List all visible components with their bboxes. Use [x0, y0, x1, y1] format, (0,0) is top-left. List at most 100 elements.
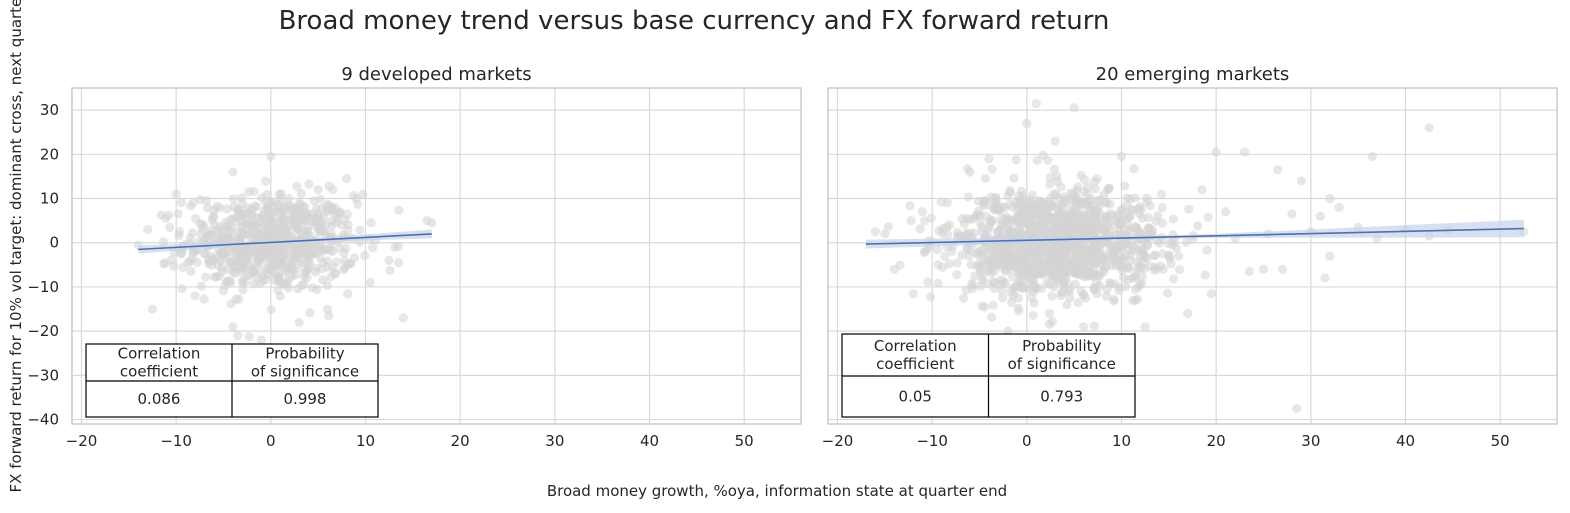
scatter-point [1018, 190, 1028, 201]
scatter-point [237, 278, 248, 288]
scatter-point [977, 301, 987, 311]
scatter-point [908, 288, 918, 299]
scatter-point [1292, 403, 1302, 414]
panel-emerging-markets: −20 −10 0 10 20 30 40 50 20 emerging markets Corr… [822, 64, 1558, 450]
scatter-point [1203, 212, 1213, 222]
scatter-point [1080, 227, 1090, 238]
scatter-point [1128, 205, 1138, 215]
scatter-point [1334, 202, 1344, 212]
scatter-point [190, 291, 200, 301]
scatter-point [323, 304, 333, 314]
scatter-point [283, 264, 293, 274]
scatter-point [1138, 245, 1148, 255]
scatter-point [1125, 255, 1135, 265]
scatter-point [1031, 98, 1041, 109]
stats-table-header: Probability [1022, 337, 1101, 355]
scatter-point [159, 259, 169, 269]
panel-title: 9 developed markets [341, 64, 531, 85]
scatter-point [940, 251, 950, 261]
y-tick-label: −40 [27, 411, 59, 429]
scatter-point [394, 258, 404, 268]
scatter-point [917, 207, 928, 217]
scatter-point [976, 219, 986, 229]
x-tick-label: 20 [1207, 432, 1226, 450]
scatter-point [351, 193, 361, 204]
stats-table-value: 0.086 [138, 390, 181, 408]
scatter-point [1066, 221, 1076, 231]
scatter-point [1174, 251, 1184, 261]
scatter-point [266, 304, 276, 315]
scatter-point [1089, 283, 1099, 293]
scatter-point [1153, 211, 1163, 221]
scatter-point [1090, 184, 1100, 194]
scatter-point [186, 266, 196, 277]
scatter-point [314, 211, 324, 222]
scatter-point [304, 230, 314, 240]
scatter-point [1024, 268, 1034, 278]
scatter-point [1168, 274, 1179, 284]
scatter-point [1320, 273, 1330, 283]
scatter-point [366, 217, 376, 228]
scatter-point [1079, 322, 1089, 332]
scatter-point [969, 271, 980, 281]
scatter-point [1089, 242, 1099, 253]
scatter-point [340, 263, 350, 273]
scatter-point [1092, 174, 1103, 184]
scatter-point [1277, 264, 1288, 274]
scatter-point [1211, 147, 1221, 157]
scatter-point [266, 151, 276, 162]
scatter-point [1058, 287, 1068, 297]
scatter-point [1050, 216, 1060, 226]
scatter-point [938, 228, 948, 239]
scatter-point [1102, 198, 1112, 208]
scatter-point [1037, 211, 1047, 221]
stats-table-value: 0.793 [1040, 388, 1083, 406]
scatter-point [292, 218, 303, 228]
scatter-point [1124, 212, 1135, 223]
scatter-point [993, 227, 1003, 237]
scatter-point [1129, 164, 1139, 174]
y-tick-label: 30 [40, 101, 59, 119]
scatter-point [1062, 300, 1072, 310]
scatter-point [996, 248, 1006, 258]
scatter-point [358, 189, 368, 200]
stats-table-header: of significance [251, 363, 359, 381]
scatter-point [906, 216, 916, 226]
scatter-point [199, 221, 209, 231]
scatter-point [1071, 202, 1081, 212]
scatter-point [272, 249, 282, 259]
scatter-point [958, 293, 969, 303]
scatter-point [262, 189, 272, 200]
panel-developed-markets: −20 −10 0 10 20 30 40 50 −40 −30 −20 −10 0 10 20 30 9 de… [27, 64, 802, 450]
scatter-point [1110, 245, 1120, 255]
scatter-point [1089, 321, 1100, 331]
scatter-point [925, 292, 936, 302]
y-axis-label: FX forward return for 10% vol target: do… [7, 0, 25, 492]
scatter-point [1042, 277, 1052, 287]
scatter-point [1029, 298, 1039, 308]
scatter-point [328, 185, 338, 195]
scatter-point [263, 251, 273, 262]
scatter-point [195, 194, 205, 205]
scatter-point [158, 237, 169, 247]
scatter-point [196, 281, 207, 291]
scatter-point [267, 266, 278, 277]
scatter-point [274, 189, 284, 199]
scatter-point [1044, 227, 1055, 237]
scatter-point [225, 276, 235, 286]
stats-table-header: Correlation [118, 345, 201, 363]
axes-frame [827, 87, 1558, 425]
scatter-point [258, 270, 269, 280]
scatter-point [1028, 310, 1038, 320]
scatter-point [296, 188, 306, 199]
scatter-point [1073, 298, 1083, 308]
scatter-point [1102, 214, 1112, 224]
scatter-point [1142, 193, 1152, 203]
scatter-point [1015, 211, 1025, 221]
scatter-point [1058, 245, 1068, 255]
scatter-point [883, 222, 893, 232]
scatter-point [303, 258, 313, 268]
